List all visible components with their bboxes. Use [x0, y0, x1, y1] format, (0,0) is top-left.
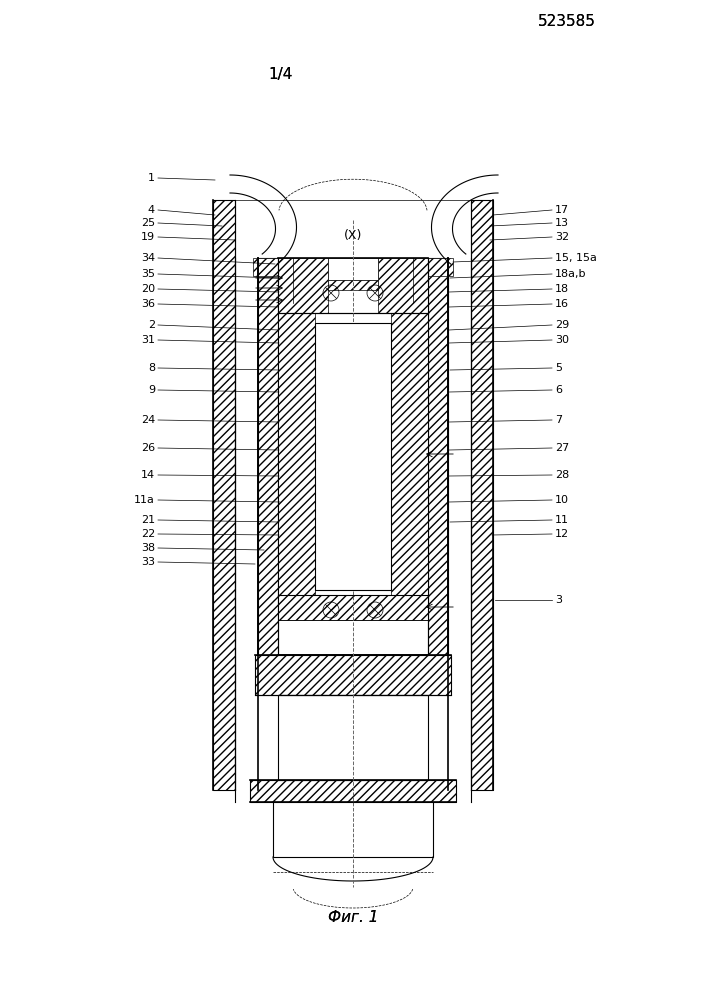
Bar [315, 323, 391, 590]
Text: 12: 12 [555, 529, 569, 539]
Text: 523585: 523585 [538, 15, 596, 30]
Text: 17: 17 [555, 205, 569, 215]
Text: 18: 18 [555, 284, 569, 294]
Text: 34: 34 [141, 253, 155, 263]
Bar [258, 258, 278, 655]
Text: 26: 26 [141, 443, 155, 453]
Text: 38: 38 [141, 543, 155, 553]
Bar [328, 280, 378, 290]
Bar [378, 258, 428, 313]
Text: 3: 3 [555, 595, 562, 605]
Text: 523585: 523585 [538, 15, 596, 30]
Bar [471, 200, 493, 790]
Bar [391, 313, 428, 595]
Text: 33: 33 [141, 557, 155, 567]
Text: 14: 14 [141, 470, 155, 480]
Text: 2: 2 [148, 320, 155, 330]
Text: 8: 8 [148, 363, 155, 373]
Text: 24: 24 [140, 415, 155, 425]
Bar [255, 655, 451, 695]
Text: 20: 20 [141, 284, 155, 294]
Bar [250, 780, 456, 802]
Text: 9: 9 [148, 385, 155, 395]
Text: 10: 10 [555, 495, 569, 505]
Text: Фиг. 1: Фиг. 1 [328, 910, 378, 925]
Text: 4: 4 [148, 205, 155, 215]
Bar [278, 258, 328, 313]
Bar [428, 258, 453, 276]
Text: 28: 28 [555, 470, 569, 480]
Text: 19: 19 [141, 232, 155, 242]
Text: (X): (X) [344, 229, 362, 242]
Bar [278, 595, 428, 620]
Text: 7: 7 [555, 415, 562, 425]
Text: 18a,b: 18a,b [555, 269, 587, 279]
Bar [213, 200, 235, 790]
Text: 15, 15a: 15, 15a [555, 253, 597, 263]
Text: 29: 29 [555, 320, 569, 330]
Text: 35: 35 [141, 269, 155, 279]
Text: 11: 11 [555, 515, 569, 525]
Text: Фиг. 1: Фиг. 1 [328, 910, 378, 925]
Bar [278, 313, 315, 595]
Text: 25: 25 [141, 218, 155, 228]
Text: 27: 27 [555, 443, 569, 453]
Text: 1/4: 1/4 [268, 68, 292, 83]
Text: 6: 6 [555, 385, 562, 395]
Bar [273, 802, 433, 857]
Text: 11a: 11a [134, 495, 155, 505]
Text: 31: 31 [141, 335, 155, 345]
Bar [328, 258, 378, 280]
Text: 1: 1 [148, 173, 155, 183]
Text: 21: 21 [141, 515, 155, 525]
Text: 36: 36 [141, 299, 155, 309]
Text: 22: 22 [140, 529, 155, 539]
Text: 1/4: 1/4 [268, 68, 292, 83]
Text: 5: 5 [555, 363, 562, 373]
Text: 32: 32 [555, 232, 569, 242]
Bar [428, 258, 448, 655]
Text: 30: 30 [555, 335, 569, 345]
Bar [253, 258, 278, 276]
Text: 13: 13 [555, 218, 569, 228]
Bar [278, 695, 428, 780]
Text: 16: 16 [555, 299, 569, 309]
